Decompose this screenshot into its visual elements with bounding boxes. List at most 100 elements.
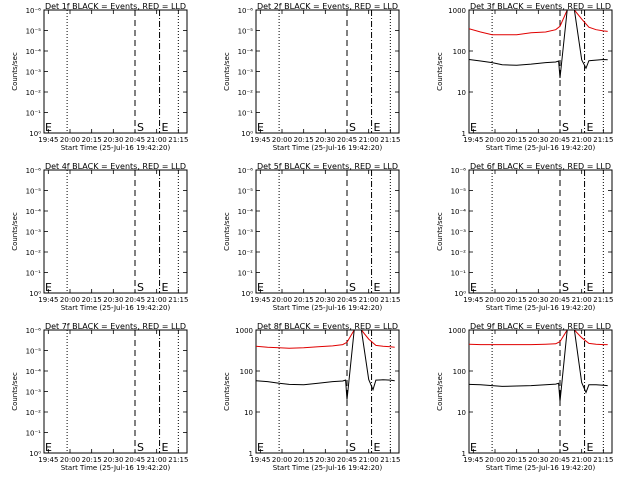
chart-title: Det 2f BLACK = Events, RED = LLD — [257, 2, 398, 11]
chart-panel: Det 6f BLACK = Events, RED = LLD 10⁰ 10⁻¹ 1… — [436, 162, 613, 312]
y-tick-label: 1000 — [448, 7, 466, 15]
x-tick-label: 20:30 — [103, 296, 123, 304]
events-series-line — [256, 330, 395, 400]
marker-label: E — [587, 281, 594, 294]
y-tick-label: 10⁻¹ — [451, 270, 467, 278]
x-tick-label: 21:00 — [359, 456, 379, 464]
x-tick-label: 20:15 — [507, 456, 527, 464]
y-tick-label: 100 — [453, 368, 466, 376]
x-tick-label: 21:00 — [359, 136, 379, 144]
x-tick-label: 19:45 — [250, 456, 270, 464]
x-tick-label: 19:45 — [38, 136, 58, 144]
y-tick-label: 10⁻⁶ — [451, 167, 467, 175]
marker-label: S — [349, 121, 356, 134]
y-tick-label: 10⁻⁶ — [26, 167, 42, 175]
x-tick-label: 21:00 — [572, 136, 592, 144]
y-tick-label: 10⁻⁴ — [26, 208, 42, 216]
plot-frame — [43, 169, 188, 294]
y-axis-label: Counts/sec — [11, 212, 19, 251]
x-tick-label: 21:15 — [380, 456, 400, 464]
x-tick-label: 20:00 — [485, 296, 505, 304]
plot-frame — [43, 329, 188, 454]
x-axis-label: Start Time (25-Jul-16 19:42:20) — [61, 304, 171, 312]
chart-title: Det 6f BLACK = Events, RED = LLD — [470, 162, 611, 171]
y-tick-label: 100 — [453, 48, 466, 56]
marker-label: E — [470, 281, 477, 294]
y-tick-label: 10⁻² — [451, 249, 467, 257]
marker-label: E — [374, 441, 381, 454]
lld-series-line — [469, 10, 608, 36]
y-tick-label: 10⁻⁴ — [26, 368, 42, 376]
y-tick-label: 10⁻² — [26, 249, 42, 257]
x-tick-label: 20:15 — [507, 136, 527, 144]
x-tick-label: 20:45 — [125, 296, 145, 304]
lld-series-line — [469, 330, 608, 346]
x-axis-label: Start Time (25-Jul-16 19:42:20) — [486, 464, 596, 472]
y-axis-label: Counts/sec — [436, 212, 444, 251]
y-tick-label: 1 — [462, 450, 466, 458]
x-tick-label: 19:45 — [38, 296, 58, 304]
y-axis-label: Counts/sec — [436, 372, 444, 411]
x-tick-label: 21:15 — [380, 296, 400, 304]
x-tick-label: 20:45 — [337, 136, 357, 144]
y-tick-label: 10⁻¹ — [26, 430, 42, 438]
y-axis-label: Counts/sec — [223, 372, 231, 411]
lld-series-line — [256, 330, 395, 349]
y-tick-label: 10⁻³ — [26, 229, 42, 237]
marker-label: S — [562, 121, 569, 134]
x-tick-label: 21:15 — [593, 296, 613, 304]
chart-panel: Det 9f BLACK = Events, RED = LLD 1 10 100 10… — [436, 322, 613, 472]
x-tick-label: 20:45 — [125, 136, 145, 144]
y-tick-label: 10⁻³ — [26, 389, 42, 397]
y-axis-label: Counts/sec — [11, 52, 19, 91]
x-tick-label: 21:00 — [147, 136, 167, 144]
y-tick-label: 10⁻⁵ — [238, 188, 254, 196]
y-tick-label: 10⁻⁴ — [26, 48, 42, 56]
y-axis-label: Counts/sec — [11, 372, 19, 411]
x-tick-label: 21:00 — [147, 296, 167, 304]
x-tick-label: 20:00 — [485, 456, 505, 464]
y-tick-label: 10⁻¹ — [238, 270, 254, 278]
y-axis-label: Counts/sec — [223, 212, 231, 251]
x-tick-label: 20:45 — [337, 296, 357, 304]
y-tick-label: 10⁰ — [241, 130, 253, 138]
y-axis-label: Counts/sec — [436, 52, 444, 91]
x-tick-label: 20:15 — [294, 456, 314, 464]
y-tick-label: 1000 — [235, 327, 253, 335]
y-tick-label: 10 — [244, 409, 253, 417]
x-tick-label: 20:00 — [272, 456, 292, 464]
chart-title: Det 9f BLACK = Events, RED = LLD — [470, 322, 611, 331]
y-tick-label: 10⁻² — [26, 409, 42, 417]
marker-label: E — [374, 121, 381, 134]
marker-label: S — [562, 441, 569, 454]
x-tick-label: 20:30 — [528, 296, 548, 304]
chart-title: Det 3f BLACK = Events, RED = LLD — [470, 2, 611, 11]
marker-label: S — [349, 281, 356, 294]
y-tick-label: 10⁻⁶ — [26, 7, 42, 15]
x-axis-label: Start Time (25-Jul-16 19:42:20) — [486, 144, 596, 152]
marker-label: E — [470, 121, 477, 134]
y-tick-label: 10⁻⁵ — [26, 188, 42, 196]
marker-label: E — [587, 121, 594, 134]
chart-panel: Det 5f BLACK = Events, RED = LLD 10⁰ 10⁻¹ 1… — [223, 162, 400, 312]
chart-panel: Det 7f BLACK = Events, RED = LLD 10⁰ 10⁻¹ 1… — [11, 322, 188, 472]
x-tick-label: 21:15 — [380, 136, 400, 144]
y-tick-label: 10⁰ — [454, 290, 466, 298]
events-series-line — [469, 10, 608, 79]
x-tick-label: 21:00 — [359, 296, 379, 304]
marker-label: E — [162, 121, 169, 134]
x-tick-label: 20:15 — [82, 456, 102, 464]
plot-frame — [255, 9, 400, 134]
y-tick-label: 10⁻² — [26, 89, 42, 97]
events-series-line — [469, 330, 608, 402]
x-tick-label: 21:00 — [572, 456, 592, 464]
marker-label: S — [137, 121, 144, 134]
chart-title: Det 8f BLACK = Events, RED = LLD — [257, 322, 398, 331]
y-tick-label: 10⁻⁵ — [451, 188, 467, 196]
x-tick-label: 19:45 — [38, 456, 58, 464]
x-tick-label: 20:15 — [507, 296, 527, 304]
plot-frame — [468, 329, 613, 454]
x-tick-label: 20:30 — [315, 136, 335, 144]
chart-panel: Det 1f BLACK = Events, RED = LLD 10⁰ 10⁻¹ 1… — [11, 2, 188, 152]
